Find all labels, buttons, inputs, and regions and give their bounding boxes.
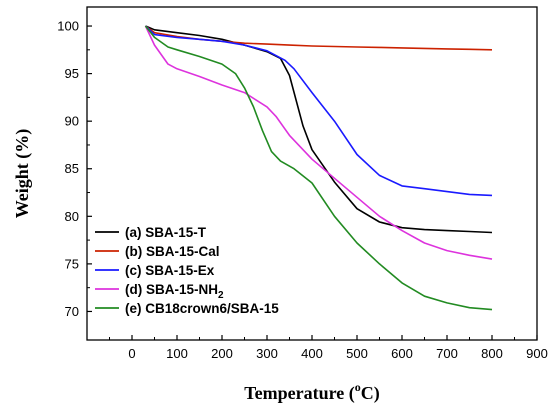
legend-label-sub: 2 <box>218 290 224 301</box>
x-tick-label: 400 <box>301 346 323 361</box>
y-tick-label: 85 <box>65 161 79 176</box>
series-line-2 <box>145 25 493 51</box>
y-tick-label: 75 <box>65 256 79 271</box>
x-axis-title-end: C) <box>361 383 380 404</box>
x-tick-label: 100 <box>166 346 188 361</box>
x-axis-ticks: 0 100 200 300 400 500 600 700 800 900 <box>109 335 548 361</box>
legend-label-main: (d) SBA-15-NH <box>125 282 218 297</box>
legend-label: (a) SBA-15-T <box>125 225 207 240</box>
x-tick-label: 0 <box>128 346 135 361</box>
x-tick-label: 600 <box>391 346 413 361</box>
x-tick-label: 900 <box>526 346 548 361</box>
x-tick-label: 700 <box>436 346 458 361</box>
legend-label: (e) CB18crown6/SBA-15 <box>125 301 279 316</box>
x-tick-label: 200 <box>211 346 233 361</box>
x-axis-title-sup: o <box>355 380 361 394</box>
y-axis-ticks: 70 75 80 85 90 95 100 <box>57 19 92 319</box>
series-line-4 <box>144 25 493 260</box>
x-axis-title-main: Temperature ( <box>244 383 354 404</box>
legend: (a) SBA-15-T (b) SBA-15-Cal (c) SBA-15-Ex (… <box>95 225 279 316</box>
series-layer <box>144 25 493 311</box>
y-tick-label: 70 <box>65 304 79 319</box>
x-axis-title: Temperature (oC) <box>244 380 379 404</box>
y-axis-title: Weight (%) <box>12 129 33 219</box>
y-tick-label: 95 <box>65 66 79 81</box>
legend-label: (b) SBA-15-Cal <box>125 244 220 259</box>
series-line-1 <box>145 25 493 234</box>
x-tick-label: 300 <box>256 346 278 361</box>
legend-label: (c) SBA-15-Ex <box>125 263 215 278</box>
y-tick-label: 100 <box>57 19 79 34</box>
series-line-5 <box>144 25 493 311</box>
legend-label: (d) SBA-15-NH2 <box>125 282 224 301</box>
y-tick-label: 90 <box>65 114 79 129</box>
y-tick-label: 80 <box>65 209 79 224</box>
x-tick-label: 500 <box>346 346 368 361</box>
x-tick-label: 800 <box>481 346 503 361</box>
series-line-3 <box>144 25 493 197</box>
